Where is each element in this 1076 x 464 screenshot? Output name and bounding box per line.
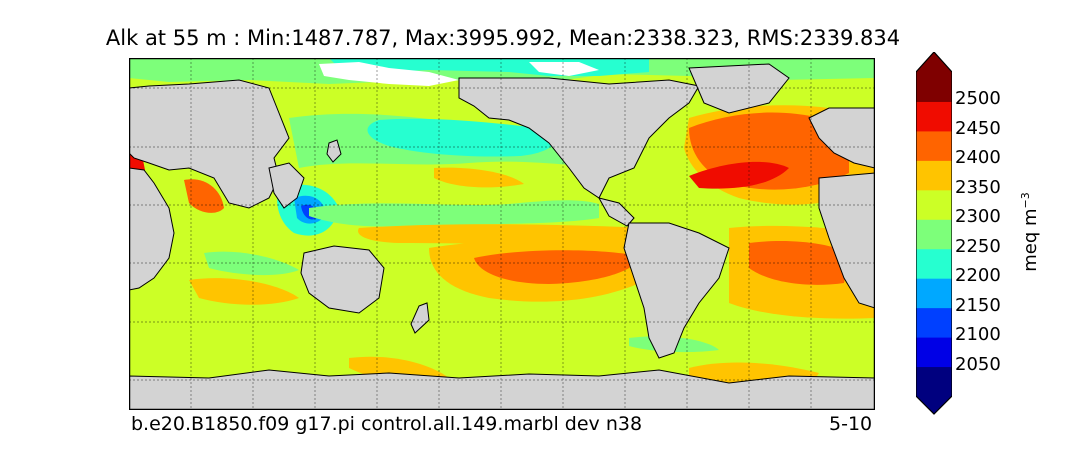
- colorbar-segment: [916, 307, 952, 338]
- colorbar-segment: [916, 101, 952, 132]
- colorbar-unit-label: meq m−3: [1019, 192, 1041, 272]
- colorbar-segment: [916, 189, 952, 220]
- map-frame: [129, 58, 875, 410]
- colorbar-segment: [916, 337, 952, 368]
- africa-land: [129, 167, 175, 291]
- europe-land-right: [808, 107, 875, 169]
- colorbar: [916, 52, 952, 415]
- colorbar-extend-low: [916, 396, 952, 414]
- colorbar-tick-label: 2250: [955, 235, 1001, 257]
- colorbar-segment: [916, 219, 952, 250]
- colorbar-tick-label: 2150: [955, 294, 1001, 316]
- south-indian-contour-2350: [189, 278, 299, 305]
- north-pacific-contour-2350: [434, 167, 524, 188]
- ice-mask-left: [319, 62, 459, 86]
- colorbar-segment: [916, 366, 952, 397]
- indian-ocean-contour-2250: [204, 251, 299, 276]
- south-pacific-contour-2400: [474, 250, 639, 284]
- eurasia-land: [129, 79, 290, 209]
- alkalinity-map: [129, 58, 875, 410]
- arabian-sea-contour-2400: [184, 179, 224, 213]
- colorbar-tick-label: 2350: [955, 176, 1001, 198]
- south-america-land: [623, 222, 730, 359]
- japan-land: [326, 139, 342, 163]
- ice-mask-right: [529, 62, 599, 76]
- colorbar-extend-high: [916, 52, 952, 72]
- north-america-land: [458, 77, 700, 199]
- colorbar-tick-label: 2500: [955, 88, 1001, 110]
- colorbar-segment: [916, 160, 952, 191]
- antarctica-land: [129, 369, 875, 410]
- plot-title: Alk at 55 m : Min:1487.787, Max:3995.992…: [105, 26, 901, 50]
- colorbar-segment: [916, 130, 952, 161]
- colorbar-segment: [916, 248, 952, 279]
- africa-land-right: [818, 172, 875, 309]
- colorbar-segment: [916, 72, 952, 102]
- map-panel: [129, 58, 875, 410]
- new-zealand-land: [410, 302, 430, 334]
- case-name-label: b.e20.B1850.f09 g17.pi control.all.149.m…: [131, 413, 643, 435]
- map-graticule: [129, 58, 875, 410]
- colorbar-tick-label: 2400: [955, 147, 1001, 169]
- colorbar-tick-label: 2200: [955, 265, 1001, 287]
- equatorial-pacific-contour-2250: [309, 200, 599, 227]
- colorbar-tick-label: 2300: [955, 206, 1001, 228]
- north-atlantic-contour-2450: [689, 161, 789, 189]
- years-label: 5-10: [829, 413, 873, 435]
- colorbar-tick-label: 2450: [955, 117, 1001, 139]
- colorbar-segment: [916, 278, 952, 309]
- southeast-asia-land: [268, 162, 305, 209]
- greenland-land: [688, 63, 790, 114]
- colorbar-outline: [916, 52, 952, 415]
- colorbar-tick-label: 2050: [955, 353, 1001, 375]
- colorbar-tick-label: 2100: [955, 324, 1001, 346]
